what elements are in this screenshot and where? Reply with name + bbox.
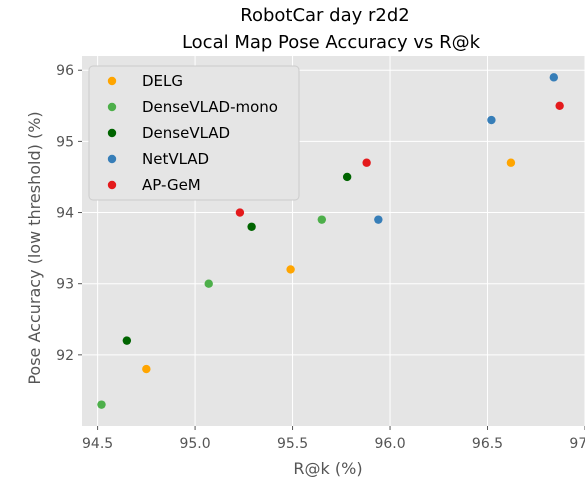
data-point-densevlad-mono (204, 279, 213, 288)
data-point-ap-gem (362, 158, 371, 167)
y-tick-label: 93 (56, 277, 74, 293)
data-point-delg (286, 265, 295, 274)
legend-marker (107, 76, 117, 86)
data-point-densevlad (247, 222, 256, 231)
data-point-densevlad-mono (317, 215, 327, 224)
data-point-netvlad (549, 73, 559, 82)
legend-label: AP-GeM (142, 176, 201, 194)
x-tick-label: 95.0 (179, 436, 210, 452)
y-tick-label: 94 (56, 206, 74, 222)
x-axis-label: R@k (%) (293, 459, 362, 478)
data-point-densevlad (122, 336, 132, 345)
data-point-delg (142, 364, 151, 374)
y-tick-label: 96 (56, 63, 74, 79)
legend-marker (107, 154, 117, 164)
legend-box (88, 65, 300, 201)
data-point-delg (506, 158, 516, 167)
legend-marker (107, 128, 117, 138)
data-point-densevlad (342, 172, 352, 182)
x-tick-label: 94.5 (82, 436, 113, 452)
data-point-ap-gem (555, 101, 564, 111)
x-axis-ticks: 94.5 95.0 95.5 96.0 96.5 97.0 (82, 426, 585, 452)
legend-label: DenseVLAD-mono (142, 98, 278, 116)
data-point-netvlad (487, 115, 496, 125)
x-tick-label: 95.5 (277, 436, 308, 452)
data-point-ap-gem (235, 208, 245, 217)
y-axis-label: Pose Accuracy (low threshold) (%) (25, 111, 44, 384)
y-tick-label: 92 (56, 348, 74, 364)
y-tick-label: 95 (56, 134, 74, 150)
y-axis-ticks: 92 93 94 95 96 (56, 63, 82, 364)
legend: DELG DenseVLAD-mono DenseVLAD NetVLAD AP-GeM (88, 65, 300, 201)
data-points (97, 73, 564, 409)
legend-label: NetVLAD (142, 150, 209, 168)
legend-label: DenseVLAD (142, 124, 230, 142)
legend-label: DELG (142, 72, 183, 90)
chart-subtitle: Local Map Pose Accuracy vs R@k (182, 32, 481, 53)
chart-title: RobotCar day r2d2 (240, 5, 410, 26)
data-point-netvlad (374, 215, 383, 224)
x-tick-label: 96.5 (472, 436, 503, 452)
x-tick-label: 97.0 (569, 436, 585, 452)
x-tick-label: 96.0 (374, 436, 405, 452)
data-point-densevlad-mono (97, 400, 106, 409)
legend-marker (107, 102, 117, 112)
legend-marker (107, 180, 117, 190)
